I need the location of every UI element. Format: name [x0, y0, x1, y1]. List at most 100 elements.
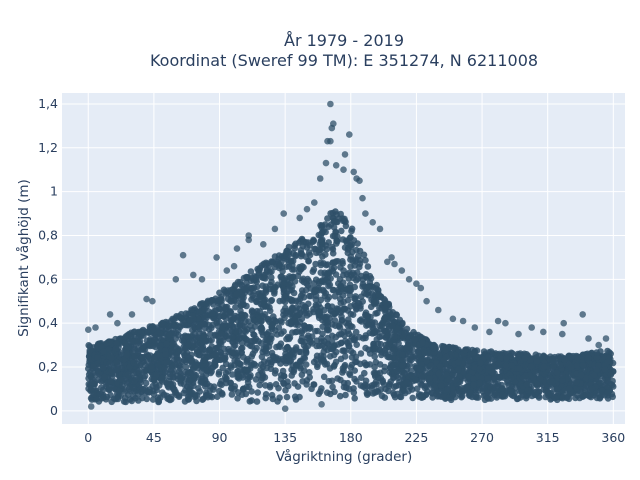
data-point — [485, 353, 492, 361]
data-point — [281, 405, 289, 413]
data-point — [262, 271, 269, 279]
data-point — [329, 246, 337, 253]
data-point — [291, 244, 299, 252]
data-point — [180, 381, 188, 388]
data-point — [331, 232, 339, 240]
data-point — [268, 349, 276, 357]
x-tick-label: 0 — [84, 430, 92, 445]
data-point — [466, 356, 474, 364]
data-point — [306, 369, 313, 376]
data-point — [94, 354, 101, 361]
data-point — [318, 385, 325, 392]
data-point — [384, 258, 391, 266]
data-point — [356, 257, 364, 264]
data-point — [257, 367, 264, 374]
x-tick-label: 360 — [601, 430, 625, 445]
data-point — [359, 283, 366, 290]
data-point — [440, 393, 448, 400]
data-point — [288, 304, 296, 312]
data-point — [204, 380, 211, 388]
data-point — [351, 367, 359, 374]
data-point — [257, 340, 265, 347]
data-point — [367, 275, 375, 282]
data-point — [528, 392, 536, 400]
data-point — [533, 358, 541, 365]
data-point — [106, 311, 114, 318]
data-point — [386, 364, 394, 372]
data-point — [523, 381, 531, 388]
data-point — [305, 257, 312, 265]
data-point — [163, 359, 170, 366]
data-point — [317, 352, 325, 360]
data-point — [95, 370, 103, 378]
data-point — [297, 247, 305, 254]
data-point — [351, 295, 358, 302]
data-point — [358, 318, 366, 325]
data-point — [323, 389, 331, 397]
data-point — [278, 258, 285, 266]
data-point — [105, 339, 113, 346]
data-point — [334, 218, 341, 226]
data-point — [304, 282, 312, 289]
data-point — [366, 350, 374, 357]
data-point — [312, 260, 319, 268]
data-point — [567, 363, 575, 371]
data-point — [256, 381, 264, 389]
data-point — [122, 333, 129, 341]
data-point — [184, 352, 191, 360]
data-point — [345, 330, 353, 338]
data-point — [262, 394, 270, 402]
data-point — [168, 396, 175, 403]
data-point — [349, 311, 357, 319]
data-point — [290, 289, 298, 297]
data-point — [306, 292, 313, 300]
data-point — [508, 362, 515, 369]
data-point — [422, 382, 430, 390]
data-point — [540, 328, 547, 336]
data-point — [303, 205, 311, 213]
data-point — [144, 328, 151, 336]
data-point — [480, 348, 488, 355]
y-tick-label: 0,8 — [38, 227, 58, 242]
data-point — [112, 345, 120, 352]
data-point — [208, 343, 216, 350]
data-point — [344, 246, 352, 253]
data-point — [358, 374, 365, 382]
data-point — [338, 227, 345, 235]
data-point — [331, 317, 339, 324]
data-point — [203, 391, 210, 399]
data-point — [227, 327, 235, 335]
data-point — [451, 376, 459, 384]
data-point — [244, 355, 251, 363]
data-point — [351, 395, 359, 402]
data-point — [300, 294, 308, 301]
data-point — [526, 356, 534, 364]
data-point — [348, 227, 355, 235]
data-point — [312, 285, 319, 293]
data-point — [341, 347, 349, 355]
data-point — [309, 268, 317, 276]
data-point — [249, 292, 256, 299]
data-point — [240, 285, 248, 293]
data-point — [604, 389, 611, 396]
data-point — [297, 348, 305, 356]
data-point — [409, 372, 416, 380]
data-point — [163, 380, 171, 388]
data-point — [200, 332, 208, 340]
data-point — [471, 324, 479, 331]
data-point — [222, 303, 230, 311]
chart-title-line2: Koordinat (Sweref 99 TM): E 351274, N 62… — [150, 51, 538, 70]
data-point — [189, 312, 196, 319]
data-point — [455, 346, 462, 354]
data-point — [258, 361, 265, 368]
data-point — [329, 286, 337, 294]
data-point — [253, 398, 261, 405]
x-axis-title: Vågriktning (grader) — [276, 448, 413, 465]
data-point — [315, 390, 323, 398]
data-point — [298, 263, 306, 270]
data-point — [574, 354, 582, 362]
data-point — [300, 275, 307, 283]
data-point — [319, 236, 326, 243]
data-point — [380, 327, 388, 334]
data-point — [432, 377, 440, 385]
